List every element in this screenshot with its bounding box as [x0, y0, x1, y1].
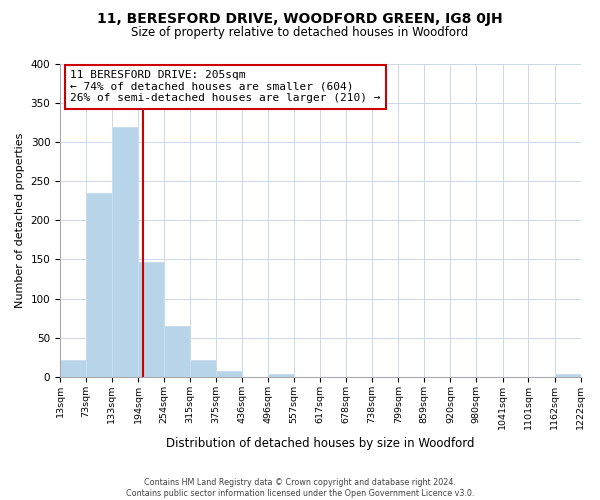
Bar: [554, 374, 581, 377]
Bar: [216, 372, 242, 377]
Bar: [112, 126, 138, 377]
Text: Size of property relative to detached houses in Woodford: Size of property relative to detached ho…: [131, 26, 469, 39]
X-axis label: Distribution of detached houses by size in Woodford: Distribution of detached houses by size …: [166, 437, 475, 450]
Bar: [190, 360, 216, 377]
Text: 11, BERESFORD DRIVE, WOODFORD GREEN, IG8 0JH: 11, BERESFORD DRIVE, WOODFORD GREEN, IG8…: [97, 12, 503, 26]
Bar: [268, 374, 294, 377]
Text: Contains HM Land Registry data © Crown copyright and database right 2024.
Contai: Contains HM Land Registry data © Crown c…: [126, 478, 474, 498]
Bar: [60, 360, 86, 377]
Bar: [164, 326, 190, 377]
Y-axis label: Number of detached properties: Number of detached properties: [15, 132, 25, 308]
Bar: [86, 193, 112, 377]
Bar: [138, 262, 164, 377]
Text: 11 BERESFORD DRIVE: 205sqm
← 74% of detached houses are smaller (604)
26% of sem: 11 BERESFORD DRIVE: 205sqm ← 74% of deta…: [70, 70, 381, 104]
